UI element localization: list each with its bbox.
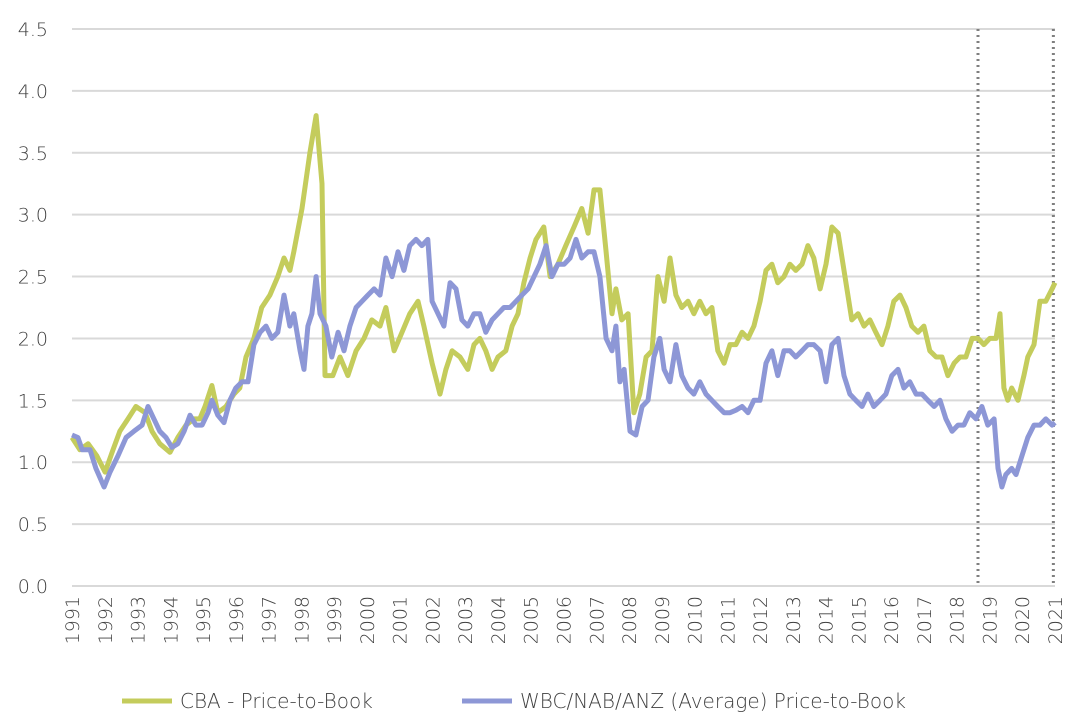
y-tick-label: 0.0 xyxy=(18,576,48,598)
y-tick-label: 3.0 xyxy=(18,205,48,227)
x-tick-label: 1999 xyxy=(324,596,346,644)
series-lines xyxy=(69,113,1058,490)
y-tick-label: 2.0 xyxy=(18,328,48,350)
y-tick-label: 2.5 xyxy=(18,267,48,289)
x-tick-label: 2021 xyxy=(1045,596,1067,644)
x-tick-label: 2006 xyxy=(554,596,576,644)
y-tick-label: 4.5 xyxy=(18,19,48,41)
x-tick-label: 2011 xyxy=(717,596,739,644)
x-tick-label: 2019 xyxy=(979,596,1001,644)
x-tick-label: 2015 xyxy=(848,596,870,644)
x-tick-label: 2020 xyxy=(1012,596,1034,644)
x-tick-label: 2009 xyxy=(652,596,674,644)
y-tick-label: 0.5 xyxy=(18,514,48,536)
x-tick-label: 2010 xyxy=(685,596,707,644)
vertical-markers xyxy=(976,29,1055,586)
y-tick-label: 3.5 xyxy=(18,143,48,165)
x-tick-label: 2014 xyxy=(816,596,838,644)
x-tick-label: 1997 xyxy=(259,596,281,644)
x-tick-label: 2004 xyxy=(488,596,510,644)
x-tick-label: 2005 xyxy=(521,596,543,644)
x-tick-label: 1993 xyxy=(128,596,150,644)
x-tick-label: 2012 xyxy=(750,596,772,644)
y-tick-label: 4.0 xyxy=(18,81,48,103)
gridlines xyxy=(72,28,1055,587)
x-tick-label: 1996 xyxy=(226,596,248,644)
x-tick-label: 2016 xyxy=(881,596,903,644)
x-tick-label: 1991 xyxy=(62,596,84,644)
x-tick-label: 2001 xyxy=(390,596,412,644)
x-tick-label: 2000 xyxy=(357,596,379,644)
legend-label-1: WBC/NAB/ANZ (Average) Price-to-Book xyxy=(520,689,906,713)
x-tick-label: 1998 xyxy=(291,596,313,644)
x-tick-label: 2018 xyxy=(947,596,969,644)
y-axis-ticks: 0.0 0.5 1.0 1.5 2.0 2.5 3.0 3.5 4.0 4.5 xyxy=(18,19,48,598)
x-tick-label: 1994 xyxy=(160,596,182,644)
x-tick-label: 2017 xyxy=(914,596,936,644)
x-tick-label: 2002 xyxy=(422,596,444,644)
x-tick-label: 2008 xyxy=(619,596,641,644)
x-tick-label: 2003 xyxy=(455,596,477,644)
x-tick-label: 1992 xyxy=(95,596,117,644)
x-axis-ticks: 1991 1992 1993 1994 1995 1996 1997 1998 1999 2000… xyxy=(62,596,1067,644)
series-line-1 xyxy=(71,236,1057,490)
x-tick-label: 2013 xyxy=(783,596,805,644)
series-line-0 xyxy=(69,113,1058,475)
x-tick-label: 2007 xyxy=(586,596,608,644)
legend: CBA - Price-to-Book WBC/NAB/ANZ (Average)… xyxy=(122,689,906,713)
legend-label-0: CBA - Price-to-Book xyxy=(180,689,373,713)
y-tick-label: 1.5 xyxy=(18,390,48,412)
y-tick-label: 1.0 xyxy=(18,452,48,474)
x-tick-label: 1995 xyxy=(193,596,215,644)
